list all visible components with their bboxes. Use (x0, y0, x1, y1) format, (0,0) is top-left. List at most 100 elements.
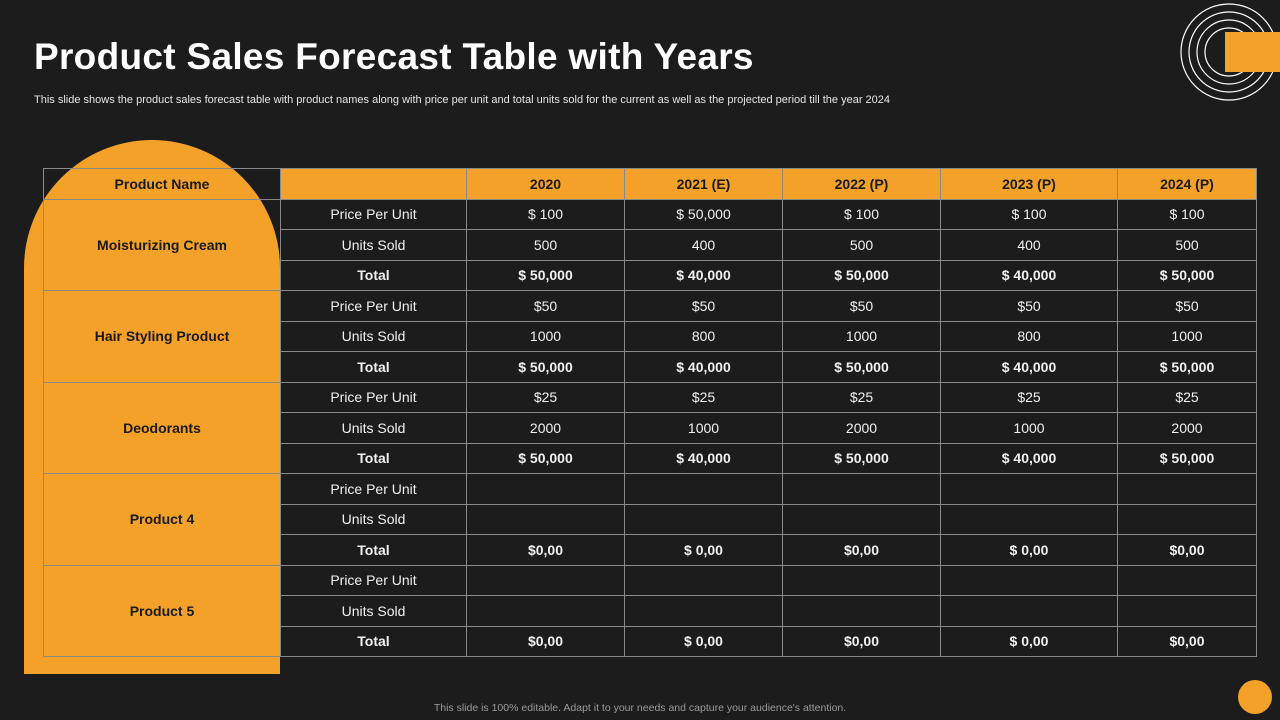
metric-label-cell: Total (280, 442, 467, 474)
value-cell: $ 40,000 (624, 442, 783, 474)
value-cell: $0,00 (1117, 534, 1257, 566)
value-cell: 1000 (782, 320, 941, 352)
product-name-cell: Moisturizing Cream (43, 198, 281, 291)
year-header: 2022 (P) (782, 168, 941, 200)
metric-label-cell: Price Per Unit (280, 198, 467, 230)
value-cell: 500 (782, 229, 941, 261)
value-cell (624, 564, 783, 596)
table-row: Total $ 50,000 $ 40,000 $ 50,000 $ 40,000 $ 5… (44, 351, 1257, 383)
value-cell: 2000 (466, 412, 625, 444)
value-cell: $50 (624, 290, 783, 322)
value-cell: $ 100 (1117, 198, 1257, 230)
value-cell (466, 564, 625, 596)
value-cell: $ 40,000 (940, 442, 1118, 474)
value-cell (624, 473, 783, 505)
table-row: Units Sold (44, 595, 1257, 627)
metric-label-cell: Price Per Unit (280, 381, 467, 413)
value-cell (782, 473, 941, 505)
value-cell (624, 503, 783, 535)
value-cell: $25 (624, 381, 783, 413)
value-cell (1117, 503, 1257, 535)
table-row: Units Sold 2000 1000 2000 1000 2000 (44, 412, 1257, 444)
product-name-cell: Hair Styling Product (43, 290, 281, 383)
value-cell (1117, 564, 1257, 596)
slide-subtitle: This slide shows the product sales forec… (34, 94, 891, 106)
value-cell: $ 50,000 (1117, 351, 1257, 383)
value-cell: 1000 (940, 412, 1118, 444)
metric-label-cell: Total (280, 351, 467, 383)
value-cell (782, 503, 941, 535)
concentric-rings-decoration (1180, 3, 1280, 101)
value-cell (466, 503, 625, 535)
table-row: Moisturizing Cream Price Per Unit $ 100 $ 5… (43, 198, 1257, 291)
value-cell: $0,00 (466, 625, 625, 657)
value-cell: $50 (466, 290, 625, 322)
product-name-cell: Deodorants (43, 381, 281, 474)
value-cell: 500 (466, 229, 625, 261)
value-cell: 2000 (782, 412, 941, 444)
year-header: 2020 (466, 168, 625, 200)
value-cell: $50 (1117, 290, 1257, 322)
value-cell: $ 40,000 (624, 351, 783, 383)
value-cell: $ 0,00 (624, 534, 783, 566)
metric-label-cell: Units Sold (280, 412, 467, 444)
value-cell: $ 50,000 (1117, 259, 1257, 291)
value-cell (624, 595, 783, 627)
year-header: 2021 (E) (624, 168, 783, 200)
metric-label-cell: Price Per Unit (280, 564, 467, 596)
value-cell: 800 (940, 320, 1118, 352)
metric-label-cell: Units Sold (280, 320, 467, 352)
forecast-table-container: Product Name 2020 2021 (E) 2022 (P) 2023… (43, 168, 1257, 657)
value-cell (1117, 473, 1257, 505)
metric-label-cell: Price Per Unit (280, 473, 467, 505)
value-cell: 1000 (1117, 320, 1257, 352)
value-cell: $0,00 (782, 625, 941, 657)
value-cell: $ 50,000 (782, 442, 941, 474)
slide-title: Product Sales Forecast Table with Years (34, 36, 754, 77)
value-cell: 1000 (466, 320, 625, 352)
table-row: Units Sold 1000 800 1000 800 1000 (44, 320, 1257, 352)
value-cell (782, 564, 941, 596)
value-cell (940, 564, 1118, 596)
value-cell: $ 50,000 (466, 442, 625, 474)
value-cell: 2000 (1117, 412, 1257, 444)
value-cell: 1000 (624, 412, 783, 444)
value-cell: $ 40,000 (940, 351, 1118, 383)
value-cell (940, 595, 1118, 627)
slide-footer-note: This slide is 100% editable. Adapt it to… (433, 702, 847, 714)
value-cell: $ 100 (940, 198, 1118, 230)
metric-label-cell: Units Sold (280, 229, 467, 261)
value-cell: 500 (1117, 229, 1257, 261)
value-cell: 400 (940, 229, 1118, 261)
forecast-table: Product Name 2020 2021 (E) 2022 (P) 2023… (43, 168, 1257, 657)
table-row: Total $0,00 $ 0,00 $0,00 $ 0,00 $0,00 (44, 625, 1257, 657)
metric-label-cell: Price Per Unit (280, 290, 467, 322)
value-cell (466, 473, 625, 505)
product-name-header: Product Name (43, 168, 281, 200)
value-cell: 400 (624, 229, 783, 261)
table-row: Total $ 50,000 $ 40,000 $ 50,000 $ 40,000 $ 5… (44, 442, 1257, 474)
product-name-cell: Product 5 (43, 564, 281, 657)
metric-label-cell: Units Sold (280, 595, 467, 627)
value-cell: $ 50,000 (782, 351, 941, 383)
value-cell: $ 50,000 (1117, 442, 1257, 474)
metric-label-cell: Total (280, 534, 467, 566)
value-cell: $ 100 (782, 198, 941, 230)
table-row: Product 4 Price Per Unit (43, 473, 1257, 566)
table-row: Units Sold 500 400 500 400 500 (44, 229, 1257, 261)
value-cell: $50 (782, 290, 941, 322)
value-cell: $0,00 (1117, 625, 1257, 657)
value-cell: $ 0,00 (624, 625, 783, 657)
value-cell: $0,00 (466, 534, 625, 566)
value-cell: $ 0,00 (940, 625, 1118, 657)
value-cell: $ 40,000 (940, 259, 1118, 291)
value-cell: $25 (940, 381, 1118, 413)
year-header: 2023 (P) (940, 168, 1118, 200)
metric-label-cell: Units Sold (280, 503, 467, 535)
value-cell: $ 100 (466, 198, 625, 230)
value-cell (940, 473, 1118, 505)
year-header: 2024 (P) (1117, 168, 1257, 200)
table-row: Product 5 Price Per Unit (43, 564, 1257, 657)
table-row: Deodorants Price Per Unit $25 $25 $25 $25 $25 (43, 381, 1257, 474)
value-cell: $ 50,000 (466, 351, 625, 383)
